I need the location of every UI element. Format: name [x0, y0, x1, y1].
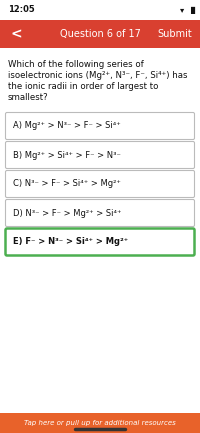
- Text: the ionic radii in order of largest to: the ionic radii in order of largest to: [8, 82, 158, 91]
- Text: E) F⁻ > N³⁻ > Si⁴⁺ > Mg²⁺: E) F⁻ > N³⁻ > Si⁴⁺ > Mg²⁺: [13, 237, 128, 246]
- FancyBboxPatch shape: [6, 171, 194, 197]
- Text: Question 6 of 17: Question 6 of 17: [60, 29, 140, 39]
- Bar: [0, 20, 200, 48]
- Text: Tap here or pull up for additional resources: Tap here or pull up for additional resou…: [24, 420, 176, 426]
- Text: smallest?: smallest?: [8, 93, 49, 102]
- Bar: [0, 413, 200, 433]
- FancyBboxPatch shape: [6, 142, 194, 168]
- Text: isoelectronic ions (Mg²⁺, N³⁻, F⁻, Si⁴⁺) has: isoelectronic ions (Mg²⁺, N³⁻, F⁻, Si⁴⁺)…: [8, 71, 188, 80]
- Text: Submit: Submit: [157, 29, 192, 39]
- Text: <: <: [10, 27, 22, 41]
- Text: ▾: ▾: [180, 6, 184, 14]
- FancyBboxPatch shape: [6, 113, 194, 139]
- FancyBboxPatch shape: [6, 229, 194, 255]
- Text: ▊: ▊: [190, 6, 195, 13]
- Text: A) Mg²⁺ > N³⁻ > F⁻ > Si⁴⁺: A) Mg²⁺ > N³⁻ > F⁻ > Si⁴⁺: [13, 122, 121, 130]
- FancyBboxPatch shape: [6, 200, 194, 226]
- Text: D) N³⁻ > F⁻ > Mg²⁺ > Si⁴⁺: D) N³⁻ > F⁻ > Mg²⁺ > Si⁴⁺: [13, 209, 122, 217]
- Text: C) N³⁻ > F⁻ > Si⁴⁺ > Mg²⁺: C) N³⁻ > F⁻ > Si⁴⁺ > Mg²⁺: [13, 180, 121, 188]
- Text: 12:05: 12:05: [8, 6, 35, 14]
- Text: Which of the following series of: Which of the following series of: [8, 60, 144, 69]
- Text: B) Mg²⁺ > Si⁴⁺ > F⁻ > N³⁻: B) Mg²⁺ > Si⁴⁺ > F⁻ > N³⁻: [13, 151, 121, 159]
